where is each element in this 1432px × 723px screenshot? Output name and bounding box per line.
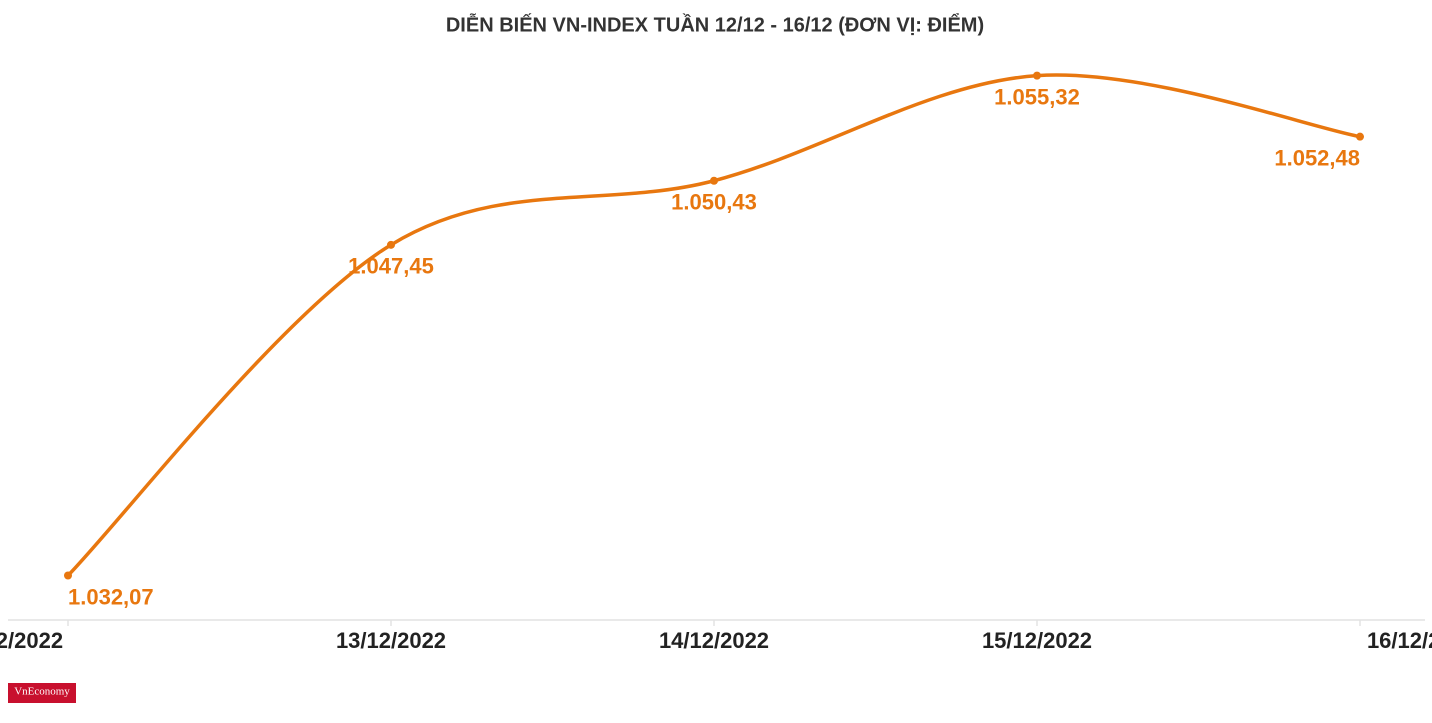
point — [1033, 71, 1041, 80]
line — [66, 73, 1361, 577]
point — [710, 176, 718, 185]
data-label: 1.032,07 — [68, 584, 154, 609]
point — [387, 240, 395, 249]
x-tick-label: 15/12/2022 — [982, 628, 1092, 653]
point — [64, 571, 72, 580]
chart-title: DIỄN BIẾN VN-INDEX TUẦN 12/12 - 16/12 (Đ… — [446, 13, 984, 36]
logo-box — [8, 683, 76, 703]
x-tick-label: 16/12/2022 — [1367, 628, 1432, 653]
logo: VnEconomy — [14, 686, 70, 698]
data-label: 1.050,43 — [671, 190, 757, 215]
x-tick-label: 13/12/2022 — [336, 628, 446, 653]
data-label: 1.055,32 — [994, 84, 1080, 109]
x-tick-label: 12/12/2022 — [0, 628, 63, 653]
data-label: 1.052,48 — [1274, 145, 1360, 170]
data-label: 1.047,45 — [348, 254, 434, 279]
point — [1356, 132, 1364, 141]
x-tick-label: 14/12/2022 — [659, 628, 769, 653]
